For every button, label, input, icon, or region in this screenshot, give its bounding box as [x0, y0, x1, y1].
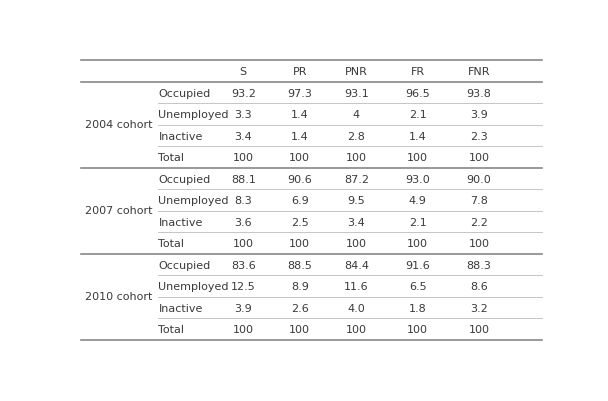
Text: Occupied: Occupied: [159, 175, 211, 185]
Text: 100: 100: [468, 239, 489, 249]
Text: 1.4: 1.4: [291, 110, 309, 120]
Text: 88.3: 88.3: [466, 261, 491, 271]
Text: 2.2: 2.2: [470, 218, 488, 228]
Text: 100: 100: [233, 325, 254, 335]
Text: 100: 100: [407, 325, 428, 335]
Text: 100: 100: [346, 153, 367, 163]
Text: 100: 100: [233, 239, 254, 249]
Text: 100: 100: [289, 153, 310, 163]
Text: 12.5: 12.5: [231, 282, 255, 292]
Text: 4: 4: [353, 110, 360, 120]
Text: 8.6: 8.6: [470, 282, 488, 292]
Text: PR: PR: [292, 67, 307, 77]
Text: Total: Total: [159, 325, 184, 335]
Text: 3.2: 3.2: [470, 304, 488, 314]
Text: 100: 100: [233, 153, 254, 163]
Text: Inactive: Inactive: [159, 304, 203, 314]
Text: Unemployed: Unemployed: [159, 282, 229, 292]
Text: 2010 cohort: 2010 cohort: [85, 292, 153, 302]
Text: Inactive: Inactive: [159, 132, 203, 142]
Text: PNR: PNR: [345, 67, 368, 77]
Text: 3.4: 3.4: [348, 218, 365, 228]
Text: 100: 100: [407, 153, 428, 163]
Text: 2.5: 2.5: [291, 218, 309, 228]
Text: 100: 100: [346, 325, 367, 335]
Text: 11.6: 11.6: [344, 282, 368, 292]
Text: 88.1: 88.1: [231, 175, 256, 185]
Text: 88.5: 88.5: [288, 261, 313, 271]
Text: 6.5: 6.5: [409, 282, 426, 292]
Text: 100: 100: [289, 325, 310, 335]
Text: 96.5: 96.5: [406, 89, 430, 99]
Text: Inactive: Inactive: [159, 218, 203, 228]
Text: 90.6: 90.6: [288, 175, 312, 185]
Text: 2.3: 2.3: [470, 132, 488, 142]
Text: 3.6: 3.6: [235, 218, 252, 228]
Text: 100: 100: [468, 153, 489, 163]
Text: S: S: [240, 67, 247, 77]
Text: 1.4: 1.4: [409, 132, 426, 142]
Text: 7.8: 7.8: [470, 196, 488, 206]
Text: 2.8: 2.8: [347, 132, 365, 142]
Text: 3.3: 3.3: [235, 110, 252, 120]
Text: 3.9: 3.9: [470, 110, 488, 120]
Text: 87.2: 87.2: [344, 175, 369, 185]
Text: 97.3: 97.3: [288, 89, 313, 99]
Text: 4.0: 4.0: [348, 304, 365, 314]
Text: Unemployed: Unemployed: [159, 196, 229, 206]
Text: 2.1: 2.1: [409, 218, 426, 228]
Text: Occupied: Occupied: [159, 89, 211, 99]
Text: 2.6: 2.6: [291, 304, 309, 314]
Text: 93.8: 93.8: [466, 89, 491, 99]
Text: 83.6: 83.6: [231, 261, 255, 271]
Text: Unemployed: Unemployed: [159, 110, 229, 120]
Text: FR: FR: [410, 67, 424, 77]
Text: 93.0: 93.0: [406, 175, 430, 185]
Text: 6.9: 6.9: [291, 196, 309, 206]
Text: 84.4: 84.4: [344, 261, 369, 271]
Text: 93.2: 93.2: [231, 89, 256, 99]
Text: 8.9: 8.9: [291, 282, 309, 292]
Text: 90.0: 90.0: [466, 175, 491, 185]
Text: 100: 100: [407, 239, 428, 249]
Text: Occupied: Occupied: [159, 261, 211, 271]
Text: 100: 100: [346, 239, 367, 249]
Text: Total: Total: [159, 239, 184, 249]
Text: 100: 100: [468, 325, 489, 335]
Text: 100: 100: [289, 239, 310, 249]
Text: 1.4: 1.4: [291, 132, 309, 142]
Text: 91.6: 91.6: [406, 261, 430, 271]
Text: 2004 cohort: 2004 cohort: [85, 120, 153, 130]
Text: 3.4: 3.4: [235, 132, 252, 142]
Text: FNR: FNR: [468, 67, 490, 77]
Text: 93.1: 93.1: [344, 89, 368, 99]
Text: 2007 cohort: 2007 cohort: [85, 206, 153, 216]
Text: 1.8: 1.8: [409, 304, 426, 314]
Text: 9.5: 9.5: [348, 196, 365, 206]
Text: 2.1: 2.1: [409, 110, 426, 120]
Text: 8.3: 8.3: [235, 196, 252, 206]
Text: 3.9: 3.9: [235, 304, 252, 314]
Text: 4.9: 4.9: [409, 196, 427, 206]
Text: Total: Total: [159, 153, 184, 163]
